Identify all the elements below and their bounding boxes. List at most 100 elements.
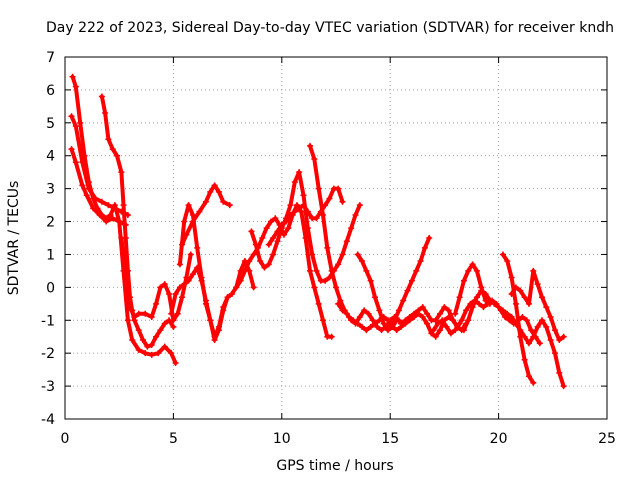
data-point — [68, 113, 75, 120]
data-point — [528, 327, 535, 334]
data-point — [460, 277, 467, 284]
data-point — [551, 350, 558, 357]
data-point — [105, 136, 112, 143]
data-point — [530, 333, 537, 340]
data-point — [432, 317, 439, 324]
data-point — [187, 251, 194, 258]
data-point — [428, 330, 435, 337]
data-point — [328, 333, 335, 340]
data-point — [181, 281, 188, 288]
data-point — [359, 258, 366, 265]
data-point — [265, 241, 272, 248]
data-point — [296, 205, 303, 212]
x-axis: 0 5 10 15 20 25 — [61, 57, 616, 447]
data-point — [118, 235, 125, 241]
data-point — [228, 290, 235, 297]
data-point — [421, 244, 428, 251]
data-point — [339, 251, 346, 258]
data-point — [417, 258, 424, 265]
data-point — [202, 300, 209, 307]
x-tick-label: 25 — [598, 431, 616, 447]
data-point — [285, 225, 292, 232]
data-point — [215, 327, 222, 334]
data-point — [469, 304, 476, 311]
data-point — [376, 307, 383, 314]
series-track-11 — [265, 185, 346, 248]
data-point — [109, 146, 116, 153]
data-point — [148, 351, 155, 358]
data-point — [352, 320, 359, 327]
data-point — [478, 287, 485, 294]
data-point — [220, 307, 227, 314]
data-point — [196, 208, 203, 215]
data-point — [92, 195, 99, 202]
data-point — [194, 244, 201, 251]
data-point — [356, 202, 363, 209]
y-tick-label: 5 — [46, 116, 55, 132]
data-point — [304, 208, 311, 215]
data-point — [491, 300, 498, 307]
data-point — [393, 327, 400, 334]
data-point — [525, 300, 532, 307]
data-point — [168, 310, 175, 317]
data-point — [263, 225, 270, 232]
series-track-21 — [430, 317, 463, 337]
y-tick-label: 0 — [46, 280, 55, 296]
data-point — [298, 208, 305, 215]
data-point — [153, 300, 160, 307]
data-point — [259, 235, 266, 241]
data-point — [556, 337, 563, 344]
data-point — [122, 274, 129, 281]
data-point — [363, 327, 370, 334]
data-point — [79, 182, 86, 189]
data-point — [502, 313, 509, 320]
data-point — [135, 310, 142, 317]
data-point — [198, 274, 205, 281]
data-point — [482, 290, 489, 297]
data-point — [324, 244, 331, 251]
data-point — [174, 310, 181, 317]
data-point — [476, 300, 483, 307]
data-point — [543, 304, 550, 311]
data-point — [521, 294, 528, 301]
data-point — [315, 185, 322, 192]
data-point — [437, 310, 444, 317]
data-point — [450, 317, 457, 324]
data-point — [343, 310, 350, 317]
data-point — [335, 185, 342, 192]
data-point — [363, 267, 370, 274]
data-point — [424, 310, 431, 317]
data-point — [530, 267, 537, 274]
data-point — [306, 142, 313, 149]
data-point — [465, 267, 472, 274]
y-tick-label: -3 — [41, 379, 55, 395]
data-point — [267, 218, 274, 225]
data-point — [322, 277, 329, 284]
data-point — [161, 343, 168, 350]
data-point — [170, 317, 177, 324]
data-point — [406, 313, 413, 320]
data-point — [77, 119, 84, 126]
data-point — [172, 290, 179, 297]
data-point — [98, 93, 105, 100]
data-point — [69, 73, 76, 80]
data-point — [402, 317, 409, 324]
x-tick-label: 20 — [490, 431, 508, 447]
data-point — [224, 294, 231, 301]
data-point — [157, 327, 164, 334]
data-point — [452, 327, 459, 334]
data-point — [354, 251, 361, 258]
data-point — [536, 340, 543, 347]
data-point — [413, 267, 420, 274]
data-point — [486, 297, 493, 304]
data-point — [374, 323, 381, 330]
data-point — [140, 337, 147, 344]
data-point — [387, 323, 394, 330]
data-point — [560, 333, 567, 340]
data-point — [343, 238, 350, 245]
y-tick-label: 4 — [46, 149, 55, 165]
data-point — [547, 337, 554, 344]
data-point — [261, 264, 268, 271]
data-point — [473, 267, 480, 274]
data-point — [319, 211, 326, 218]
